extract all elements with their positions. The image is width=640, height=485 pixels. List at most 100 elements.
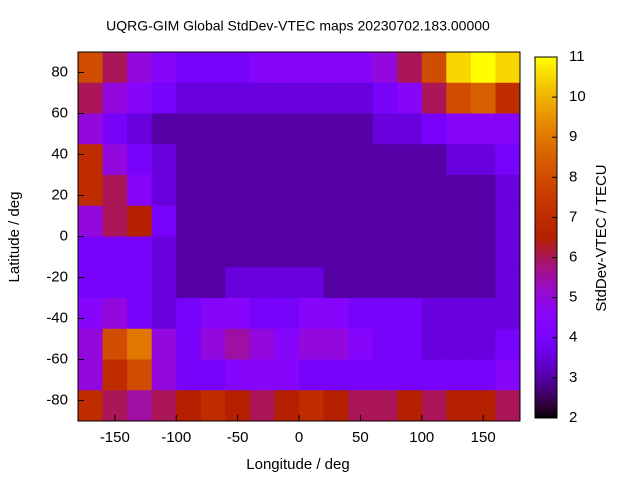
heatmap-cell <box>127 82 153 114</box>
heatmap-cell <box>446 328 472 360</box>
heatmap-cell <box>397 52 423 84</box>
heatmap-cell <box>446 298 472 330</box>
y-tick-label: 0 <box>60 227 68 244</box>
heatmap-cell <box>225 144 251 176</box>
heatmap-cell <box>372 144 398 176</box>
colorbar-tick-label: 2 <box>569 409 577 426</box>
y-tick-label: -80 <box>46 391 68 408</box>
heatmap-cell <box>102 113 128 145</box>
x-tick-label: 150 <box>471 429 496 446</box>
heatmap-cell <box>299 205 325 237</box>
heatmap-cell <box>495 113 521 145</box>
heatmap-cell <box>249 113 275 145</box>
heatmap-cell <box>127 52 153 84</box>
heatmap-cell <box>78 113 104 145</box>
heatmap-cell <box>102 267 128 299</box>
y-axis-label: Latitude / deg <box>6 192 23 283</box>
chart-title: UQRG-GIM Global StdDev-VTEC maps 2023070… <box>106 18 490 34</box>
colorbar-tick-label: 6 <box>569 249 577 266</box>
heatmap-cell <box>274 205 300 237</box>
heatmap-cell <box>225 267 251 299</box>
heatmap-cell <box>421 298 447 330</box>
heatmap-cell <box>495 175 521 207</box>
x-tick-label: 0 <box>295 429 303 446</box>
heatmap-cell <box>127 328 153 360</box>
heatmap-cell <box>274 113 300 145</box>
heatmap-cell <box>299 390 325 422</box>
heatmap-cell <box>470 205 496 237</box>
heatmap-cell <box>200 328 226 360</box>
heatmap-cell <box>446 359 472 391</box>
heatmap-cell <box>249 144 275 176</box>
heatmap-cell <box>249 236 275 268</box>
x-tick-label: -50 <box>227 429 249 446</box>
x-tick-label: 100 <box>409 429 434 446</box>
heatmap-cell <box>225 113 251 145</box>
heatmap-cell <box>274 82 300 114</box>
colorbar-tick-label: 7 <box>569 208 577 225</box>
heatmap-cell <box>372 267 398 299</box>
heatmap-cell <box>421 328 447 360</box>
heatmap-cell <box>348 82 374 114</box>
colorbar-label: StdDev-VTEC / TECU <box>593 164 610 311</box>
heatmap-cell <box>323 267 349 299</box>
heatmap-cell <box>78 328 104 360</box>
heatmap-cell <box>176 390 202 422</box>
colorbar-tick-label: 9 <box>569 128 577 145</box>
heatmap-cell <box>78 359 104 391</box>
heatmap-cell <box>299 144 325 176</box>
heatmap-cell <box>421 390 447 422</box>
heatmap-cell <box>200 82 226 114</box>
heatmap-cell <box>102 328 128 360</box>
heatmap-cell <box>225 236 251 268</box>
heatmap-cell <box>225 82 251 114</box>
heatmap-cell <box>397 267 423 299</box>
heatmap-cell <box>372 113 398 145</box>
heatmap-cell <box>274 52 300 84</box>
heatmap-cell <box>397 298 423 330</box>
heatmap-cell <box>176 82 202 114</box>
heatmap-cell <box>176 205 202 237</box>
heatmap-cell <box>470 267 496 299</box>
heatmap-cell <box>249 52 275 84</box>
heatmap-cell <box>397 205 423 237</box>
heatmap-cell <box>200 52 226 84</box>
heatmap-cell <box>348 236 374 268</box>
heatmap-cell <box>372 236 398 268</box>
heatmap-cell <box>299 328 325 360</box>
colorbar-tick-label: 3 <box>569 369 577 386</box>
x-tick-label: -100 <box>161 429 191 446</box>
y-tick-label: 40 <box>51 145 68 162</box>
heatmap-cell <box>151 267 177 299</box>
heatmap-cell <box>372 298 398 330</box>
heatmap-cell <box>470 359 496 391</box>
heatmap-cell <box>151 144 177 176</box>
heatmap-cell <box>299 52 325 84</box>
heatmap-cell <box>200 144 226 176</box>
y-tick-label: 20 <box>51 186 68 203</box>
heatmap-cell <box>151 390 177 422</box>
heatmap-cell <box>151 52 177 84</box>
heatmap-cell <box>102 82 128 114</box>
y-tick-label: -60 <box>46 350 68 367</box>
heatmap-cell <box>176 144 202 176</box>
heatmap-cell <box>299 236 325 268</box>
heatmap-cell <box>397 236 423 268</box>
heatmap-cell <box>249 267 275 299</box>
heatmap-cell <box>446 267 472 299</box>
heatmap-cell <box>495 82 521 114</box>
heatmap-cell <box>323 175 349 207</box>
heatmap-cell <box>323 236 349 268</box>
heatmap-cell <box>446 390 472 422</box>
heatmap-cell <box>78 390 104 422</box>
heatmap-cell <box>495 298 521 330</box>
heatmap-cell <box>470 236 496 268</box>
heatmap-cell <box>78 236 104 268</box>
heatmap-cell <box>249 390 275 422</box>
heatmap-cell <box>372 205 398 237</box>
heatmap-cell <box>176 113 202 145</box>
y-tick-label: 80 <box>51 63 68 80</box>
heatmap-cell <box>78 267 104 299</box>
heatmap-cell <box>323 52 349 84</box>
heatmap-cell <box>78 144 104 176</box>
